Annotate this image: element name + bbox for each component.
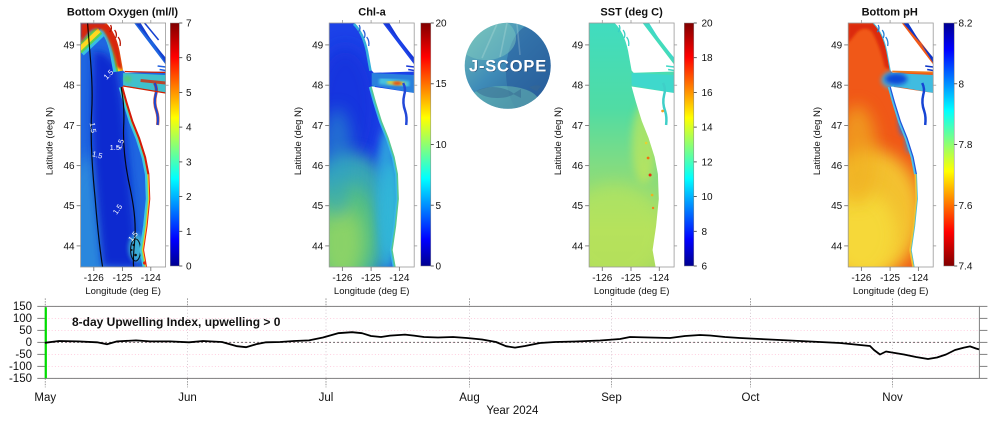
svg-text:49: 49 [63, 40, 75, 51]
svg-text:46: 46 [572, 161, 584, 172]
svg-text:Longitude (deg E): Longitude (deg E) [85, 286, 161, 297]
svg-text:47: 47 [572, 121, 584, 132]
svg-text:2: 2 [186, 192, 192, 203]
svg-text:8: 8 [959, 79, 965, 90]
svg-text:50: 50 [19, 325, 32, 337]
svg-text:1.5: 1.5 [91, 149, 103, 160]
svg-text:45: 45 [63, 201, 75, 212]
svg-text:49: 49 [831, 40, 843, 51]
svg-text:47: 47 [63, 121, 75, 132]
svg-text:44: 44 [63, 241, 75, 252]
svg-text:1.5: 1.5 [110, 143, 120, 152]
svg-text:Year 2024: Year 2024 [486, 405, 539, 417]
svg-text:20: 20 [702, 19, 714, 30]
svg-text:-124: -124 [649, 273, 669, 284]
svg-text:Jun: Jun [178, 392, 197, 404]
svg-text:5: 5 [186, 88, 192, 99]
svg-text:SST (deg C): SST (deg C) [600, 7, 663, 19]
svg-text:0: 0 [436, 262, 442, 273]
svg-text:-150: -150 [9, 373, 32, 385]
svg-text:-124: -124 [389, 273, 409, 284]
svg-text:14: 14 [702, 123, 714, 134]
svg-text:45: 45 [831, 201, 843, 212]
svg-text:Longitude (deg E): Longitude (deg E) [853, 286, 929, 297]
svg-text:7.6: 7.6 [959, 201, 973, 212]
svg-text:48: 48 [831, 81, 843, 92]
svg-text:Aug: Aug [459, 392, 479, 404]
svg-text:100: 100 [13, 313, 32, 325]
svg-text:-50: -50 [15, 349, 32, 361]
svg-text:J-SCOPE: J-SCOPE [469, 58, 547, 76]
svg-text:-126: -126 [332, 273, 352, 284]
svg-text:Longitude (deg E): Longitude (deg E) [334, 286, 410, 297]
svg-text:Bottom Oxygen (ml/l): Bottom Oxygen (ml/l) [67, 7, 179, 19]
svg-text:Sep: Sep [601, 392, 621, 404]
svg-text:-126: -126 [851, 273, 871, 284]
svg-text:Jul: Jul [319, 392, 334, 404]
svg-text:18: 18 [702, 53, 714, 64]
svg-text:45: 45 [312, 201, 324, 212]
svg-text:Bottom pH: Bottom pH [862, 7, 918, 19]
svg-text:0: 0 [26, 337, 32, 349]
svg-text:12: 12 [702, 157, 714, 168]
svg-text:May: May [34, 392, 56, 404]
svg-text:-124: -124 [141, 273, 161, 284]
svg-text:47: 47 [831, 121, 843, 132]
svg-text:3: 3 [186, 157, 192, 168]
svg-text:7.8: 7.8 [959, 140, 973, 151]
svg-text:-124: -124 [908, 273, 928, 284]
svg-text:Chl-a: Chl-a [358, 7, 386, 19]
svg-text:44: 44 [572, 241, 584, 252]
svg-text:46: 46 [312, 161, 324, 172]
svg-text:48: 48 [63, 81, 75, 92]
svg-text:1.5: 1.5 [88, 122, 99, 134]
svg-text:48: 48 [572, 81, 584, 92]
svg-text:7.4: 7.4 [959, 262, 973, 273]
svg-text:-126: -126 [84, 273, 104, 284]
svg-text:8-day Upwelling Index, upwelli: 8-day Upwelling Index, upwelling > 0 [72, 315, 281, 329]
svg-text:5: 5 [436, 201, 442, 212]
svg-text:7: 7 [186, 19, 192, 30]
svg-text:20: 20 [436, 19, 448, 30]
svg-text:46: 46 [831, 161, 843, 172]
svg-text:-125: -125 [112, 273, 132, 284]
svg-text:Latitude (deg N): Latitude (deg N) [293, 107, 304, 175]
svg-text:6: 6 [702, 262, 708, 273]
svg-text:1: 1 [186, 227, 192, 238]
svg-text:Latitude (deg N): Latitude (deg N) [45, 107, 56, 175]
svg-text:10: 10 [702, 192, 714, 203]
svg-text:Longitude (deg E): Longitude (deg E) [594, 286, 670, 297]
svg-text:49: 49 [572, 40, 584, 51]
svg-text:15: 15 [436, 79, 448, 90]
svg-text:Latitude (deg N): Latitude (deg N) [812, 107, 823, 175]
svg-text:45: 45 [572, 201, 584, 212]
svg-text:-125: -125 [361, 273, 381, 284]
svg-text:48: 48 [312, 81, 324, 92]
svg-text:Latitude (deg N): Latitude (deg N) [553, 107, 564, 175]
svg-text:8: 8 [702, 227, 708, 238]
svg-text:Oct: Oct [742, 392, 761, 404]
svg-text:10: 10 [436, 140, 448, 151]
svg-text:49: 49 [312, 40, 324, 51]
svg-text:-126: -126 [592, 273, 612, 284]
svg-text:0: 0 [186, 262, 192, 273]
svg-text:8.2: 8.2 [959, 19, 973, 30]
svg-text:44: 44 [312, 241, 324, 252]
svg-text:6: 6 [186, 53, 192, 64]
svg-text:47: 47 [312, 121, 324, 132]
svg-text:-125: -125 [880, 273, 900, 284]
svg-text:44: 44 [831, 241, 843, 252]
svg-text:-125: -125 [621, 273, 641, 284]
svg-text:J-SCOPE: J-SCOPE [469, 58, 547, 76]
svg-text:-100: -100 [9, 361, 32, 373]
svg-text:4: 4 [186, 123, 192, 134]
svg-text:Nov: Nov [882, 392, 903, 404]
svg-text:150: 150 [13, 301, 32, 313]
svg-text:16: 16 [702, 88, 714, 99]
svg-text:1.5: 1.5 [114, 138, 126, 151]
svg-text:46: 46 [63, 161, 75, 172]
